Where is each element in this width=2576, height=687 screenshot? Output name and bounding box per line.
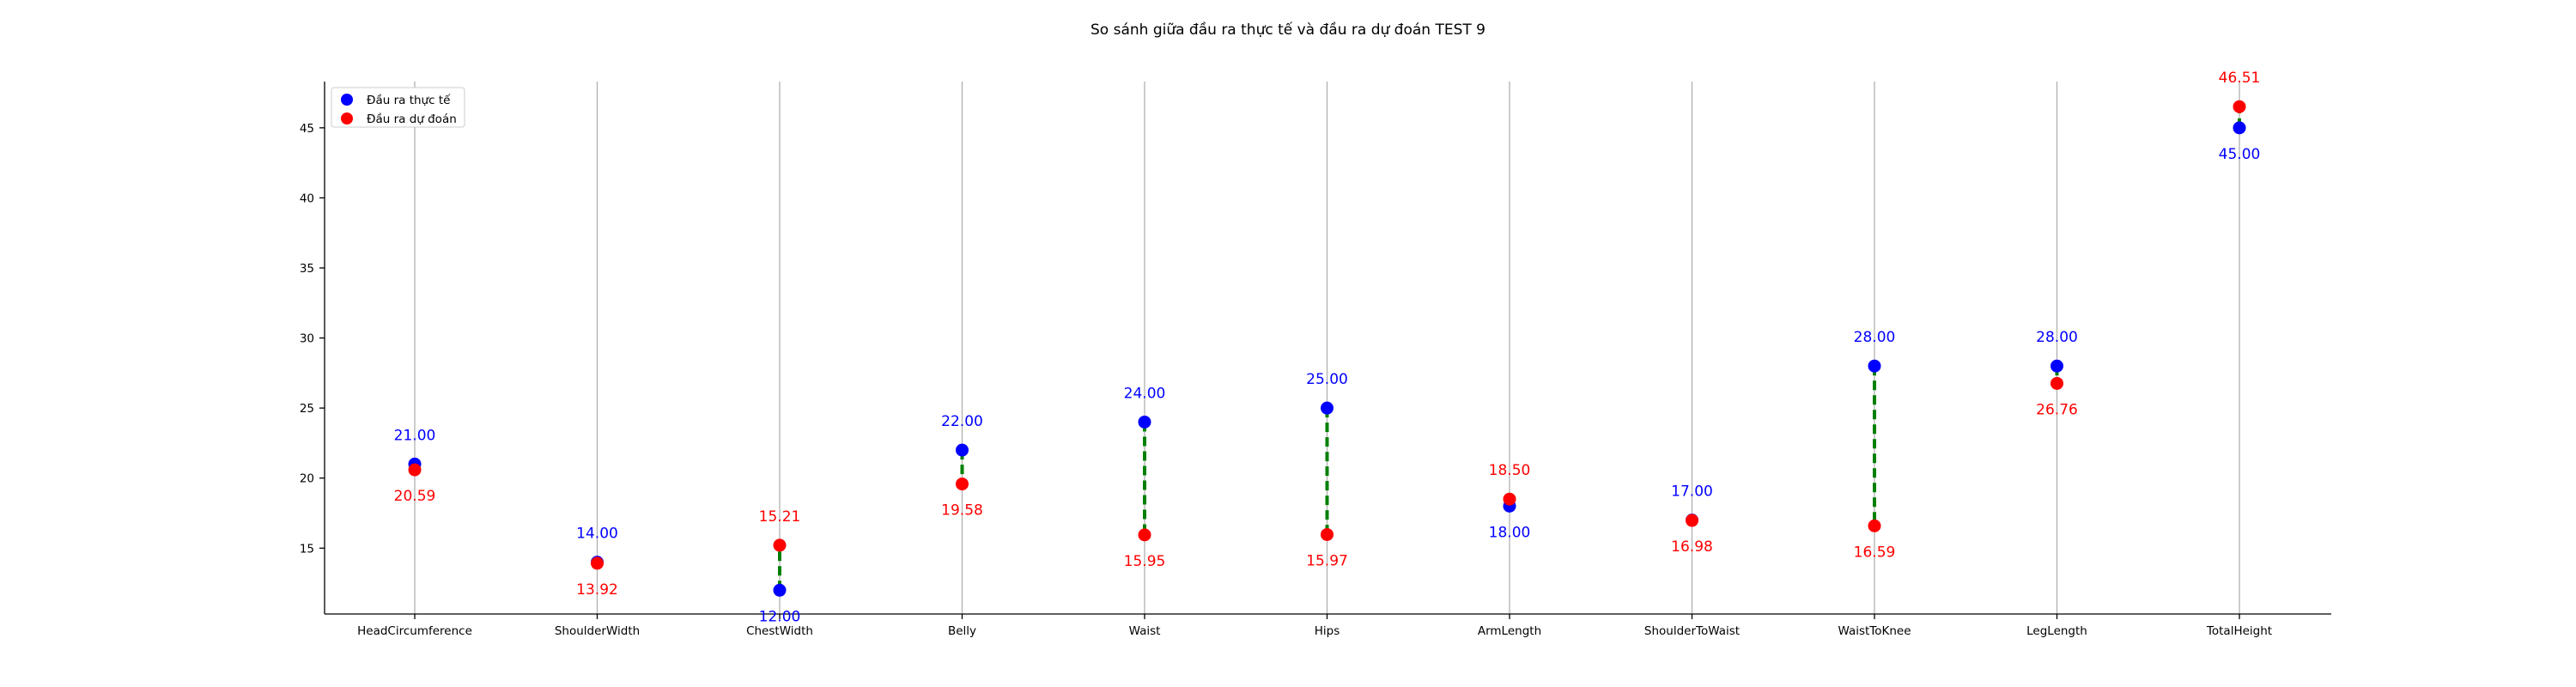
y-tick-label: 25 <box>300 402 314 416</box>
actual-value-label: 28.00 <box>2036 329 2078 346</box>
actual-point <box>1138 415 1151 429</box>
predicted-point <box>1868 519 1881 532</box>
actual-point <box>956 443 969 457</box>
x-tick-label: LegLength <box>2026 624 2087 638</box>
actual-value-label: 18.00 <box>1489 524 1531 541</box>
predicted-point <box>1321 527 1334 541</box>
actual-value-label: 28.00 <box>1854 329 1896 346</box>
predicted-value-label: 46.51 <box>2219 70 2261 87</box>
predicted-point <box>408 463 422 477</box>
x-tick-label: ShoulderToWaist <box>1644 624 1740 638</box>
predicted-point <box>2233 100 2246 113</box>
actual-value-label: 12.00 <box>759 608 801 625</box>
x-tick-label: Waist <box>1129 624 1161 638</box>
predicted-value-label: 15.95 <box>1124 553 1166 570</box>
x-tick-label: WaistToKnee <box>1838 624 1911 638</box>
predicted-value-label: 15.21 <box>759 508 801 526</box>
actual-point <box>1868 359 1881 373</box>
actual-value-label: 45.00 <box>2219 146 2261 163</box>
predicted-value-label: 18.50 <box>1489 462 1531 479</box>
actual-value-label: 24.00 <box>1124 385 1166 402</box>
x-tick-label: HeadCircumference <box>357 624 472 638</box>
x-tick-label: ArmLength <box>1478 624 1541 638</box>
actual-value-label: 21.00 <box>394 427 436 444</box>
x-tick-label: ChestWidth <box>746 624 813 638</box>
actual-point <box>2233 121 2246 135</box>
legend-marker-predicted <box>341 112 353 125</box>
grid-lines <box>414 82 2240 614</box>
predicted-value-label: 16.59 <box>1854 544 1896 561</box>
predicted-value-label: 26.76 <box>2036 401 2078 418</box>
y-tick-label: 45 <box>300 122 314 136</box>
axes: 15 20 25 30 35 40 45 HeadCircumference ShoulderW… <box>300 82 2331 638</box>
data-points <box>408 100 2246 597</box>
actual-value-label: 22.00 <box>941 413 983 430</box>
legend-marker-actual <box>341 94 353 106</box>
actual-value-label: 25.00 <box>1306 371 1348 388</box>
y-tick-label: 30 <box>300 332 314 346</box>
x-tick-label: ShoulderWidth <box>555 624 640 638</box>
chart-title: So sánh giữa đầu ra thực tế và đầu ra dự… <box>1091 21 1485 39</box>
y-tick-label: 20 <box>300 472 314 486</box>
predicted-point <box>956 477 969 491</box>
actual-point <box>2050 359 2063 373</box>
predicted-point <box>1503 492 1516 506</box>
y-tick-label: 40 <box>300 192 314 205</box>
predicted-point <box>591 556 604 570</box>
value-labels: 21.00 20.59 14.00 13.92 12.00 15.21 22.00 19.58… <box>394 70 2261 625</box>
actual-point <box>773 583 787 597</box>
actual-value-label: 17.00 <box>1671 483 1713 501</box>
legend-label-actual: Đầu ra thực tế <box>367 93 451 107</box>
predicted-value-label: 15.97 <box>1306 552 1348 569</box>
x-tick-label: TotalHeight <box>2206 624 2272 638</box>
actual-value-label: 14.00 <box>576 526 618 543</box>
predicted-value-label: 19.58 <box>941 502 983 520</box>
y-tick-label: 15 <box>300 542 314 556</box>
predicted-value-label: 20.59 <box>394 488 436 505</box>
y-tick-label: 35 <box>300 262 314 276</box>
predicted-point <box>1138 528 1151 542</box>
x-tick-label: Belly <box>948 624 976 638</box>
actual-point <box>1321 401 1334 415</box>
legend: Đầu ra thực tế Đầu ra dự đoán <box>331 87 465 128</box>
predicted-value-label: 13.92 <box>576 581 618 599</box>
predicted-point <box>2050 376 2063 390</box>
x-tick-label: Hips <box>1315 624 1340 638</box>
legend-box <box>331 87 465 128</box>
predicted-point <box>1686 514 1698 527</box>
predicted-point <box>773 538 787 552</box>
predicted-value-label: 16.98 <box>1671 538 1713 556</box>
legend-label-predicted: Đầu ra dự đoán <box>367 112 457 126</box>
